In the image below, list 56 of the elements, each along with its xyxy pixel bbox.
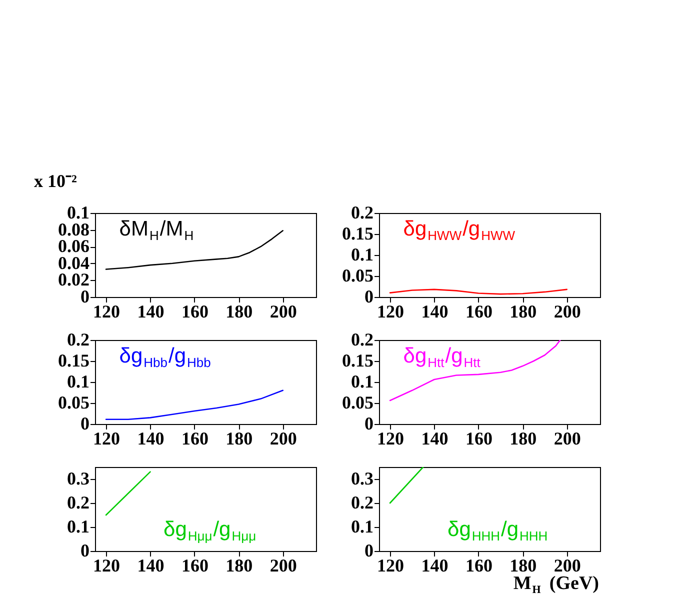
y-tick-label: 0.2 xyxy=(67,330,90,350)
y-tick-label: 0.15 xyxy=(58,350,90,370)
x-tick-label: 140 xyxy=(421,556,448,576)
text: x 10⁻² xyxy=(34,171,77,191)
x-tick-label: 140 xyxy=(137,302,164,322)
y-tick-label: 0 xyxy=(80,414,90,434)
y-tick-label: 0 xyxy=(364,414,374,434)
x-tick-label: 200 xyxy=(270,556,297,576)
x-tick-label: 160 xyxy=(465,302,492,322)
x-tick-label: 160 xyxy=(181,556,208,576)
y-tick-label: 0 xyxy=(364,286,374,306)
y-tick-label: 0.05 xyxy=(342,266,374,286)
x-tick-label: 160 xyxy=(181,428,208,448)
x-tick-label: 180 xyxy=(510,302,537,322)
x-tick-label: 160 xyxy=(181,302,208,322)
line-series xyxy=(105,390,284,420)
x-tick-label: 180 xyxy=(226,556,253,576)
y-tick-label: 0.05 xyxy=(58,392,90,412)
x-tick-label: 180 xyxy=(226,428,253,448)
y-tick-label: 0.05 xyxy=(342,392,374,412)
x-tick-label: 200 xyxy=(554,302,581,322)
x-tick-label: 200 xyxy=(270,428,297,448)
y-tick-label: 0.1 xyxy=(351,516,374,536)
y-tick-label: 0 xyxy=(364,540,374,560)
x-tick-label: 180 xyxy=(510,556,537,576)
y-tick-label: 0.2 xyxy=(351,330,374,350)
y-tick-label: 0.1 xyxy=(351,244,374,264)
y-tick-label: 0.1 xyxy=(67,372,90,392)
y-tick-label: 0.2 xyxy=(351,202,374,222)
x-tick-label: 180 xyxy=(226,302,253,322)
x-tick-label: 200 xyxy=(554,556,581,576)
x-tick-label: 140 xyxy=(137,556,164,576)
x-tick-label: 120 xyxy=(93,302,120,322)
x-tick-label: 140 xyxy=(421,428,448,448)
x-tick-label: 120 xyxy=(377,428,404,448)
x-tick-label: 140 xyxy=(421,302,448,322)
x-tick-label: 200 xyxy=(270,302,297,322)
y-tick-label: 0.15 xyxy=(342,350,374,370)
y-tick-label: 0.1 xyxy=(351,372,374,392)
x-tick-label: 180 xyxy=(510,428,537,448)
y-tick-label: 0.3 xyxy=(351,468,374,488)
x-tick-label: 140 xyxy=(137,428,164,448)
x-tick-label: 160 xyxy=(465,556,492,576)
x-tick-label: 200 xyxy=(554,428,581,448)
y-tick-label: 0 xyxy=(80,540,90,560)
x-tick-label: 160 xyxy=(465,428,492,448)
y-tick-label: 0.2 xyxy=(351,492,374,512)
x-tick-label: 120 xyxy=(93,428,120,448)
y-tick-label: 0.15 xyxy=(342,224,374,244)
y-tick-label: 0.1 xyxy=(67,516,90,536)
x-tick-label: 120 xyxy=(93,556,120,576)
x-tick-label: 120 xyxy=(377,556,404,576)
y-tick-label: 0.2 xyxy=(67,492,90,512)
y-tick-label: 0.3 xyxy=(67,468,90,488)
line-series xyxy=(389,340,561,402)
x-tick-label: 120 xyxy=(377,302,404,322)
